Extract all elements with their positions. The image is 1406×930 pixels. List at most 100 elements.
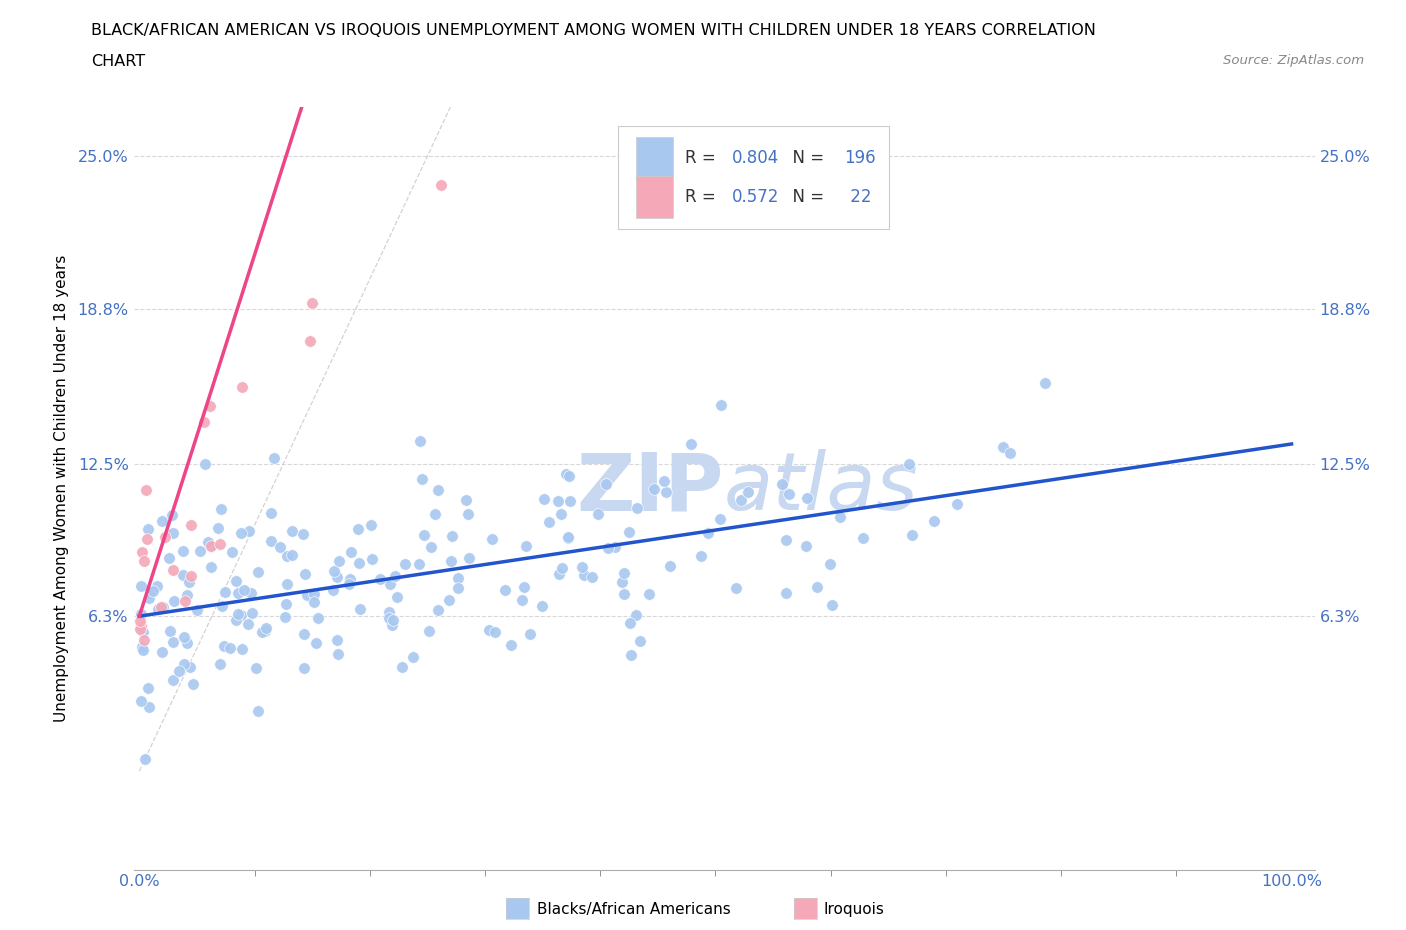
FancyBboxPatch shape <box>636 138 673 179</box>
Point <box>134 751 156 766</box>
Point <box>292 660 315 675</box>
Point <box>229 525 252 540</box>
Point <box>134 483 156 498</box>
Point <box>361 551 384 566</box>
Point <box>197 534 219 549</box>
Point <box>250 624 273 639</box>
Point <box>626 500 648 515</box>
Text: N =: N = <box>782 188 830 206</box>
Point <box>129 694 152 709</box>
Point <box>132 553 155 568</box>
Point <box>690 549 713 564</box>
Point <box>129 618 152 633</box>
Point <box>200 559 222 574</box>
Point <box>347 555 370 570</box>
Text: BLACK/AFRICAN AMERICAN VS IROQUOIS UNEMPLOYMENT AMONG WOMEN WITH CHILDREN UNDER : BLACK/AFRICAN AMERICAN VS IROQUOIS UNEMP… <box>91 23 1097 38</box>
Point <box>494 582 516 597</box>
Point <box>322 583 344 598</box>
Point <box>160 508 183 523</box>
Point <box>370 571 392 586</box>
Point <box>132 625 155 640</box>
Point <box>429 178 451 193</box>
Text: CHART: CHART <box>91 54 145 69</box>
Point <box>638 587 661 602</box>
Point <box>297 588 319 603</box>
Point <box>447 571 470 586</box>
Point <box>231 642 253 657</box>
Point <box>499 637 522 652</box>
Point <box>142 583 165 598</box>
Point <box>391 659 413 674</box>
Point <box>131 640 153 655</box>
Text: 0.804: 0.804 <box>733 149 779 167</box>
Point <box>276 597 298 612</box>
Point <box>339 571 361 586</box>
Point <box>458 551 481 565</box>
Point <box>294 626 316 641</box>
Point <box>360 517 382 532</box>
Point <box>146 578 169 593</box>
Point <box>152 600 174 615</box>
Point <box>852 531 875 546</box>
Point <box>198 398 221 413</box>
Point <box>581 569 603 584</box>
Point <box>260 505 283 520</box>
Point <box>131 643 153 658</box>
Point <box>231 379 253 394</box>
Point <box>1000 445 1022 460</box>
Point <box>681 436 703 451</box>
Point <box>659 559 682 574</box>
Point <box>620 648 643 663</box>
Text: R =: R = <box>685 188 721 206</box>
Point <box>167 664 190 679</box>
Point <box>900 528 922 543</box>
Point <box>796 538 818 553</box>
Point <box>179 659 201 674</box>
Point <box>208 657 231 671</box>
Point <box>305 635 328 650</box>
Point <box>456 492 478 507</box>
Point <box>322 564 344 578</box>
Point <box>325 570 347 585</box>
Point <box>198 538 221 553</box>
Point <box>806 579 828 594</box>
Point <box>225 574 247 589</box>
Point <box>547 494 569 509</box>
Point <box>193 414 215 429</box>
Point <box>209 501 232 516</box>
Point <box>710 397 733 412</box>
Point <box>211 599 233 614</box>
Point <box>533 491 555 506</box>
Point <box>613 586 636 601</box>
Point <box>555 467 578 482</box>
Point <box>172 543 194 558</box>
Point <box>991 440 1014 455</box>
Point <box>628 633 651 648</box>
Text: 0.572: 0.572 <box>733 188 780 206</box>
Point <box>481 532 503 547</box>
Point <box>557 531 579 546</box>
Point <box>818 557 841 572</box>
Point <box>588 507 610 522</box>
Point <box>276 577 298 591</box>
Point <box>612 575 634 590</box>
Point <box>162 673 184 688</box>
Point <box>571 559 593 574</box>
Text: 196: 196 <box>845 149 876 167</box>
Point <box>291 526 314 541</box>
Point <box>200 538 222 553</box>
Point <box>447 580 470 595</box>
Text: N =: N = <box>782 149 830 167</box>
Point <box>595 476 617 491</box>
Point <box>946 497 969 512</box>
Point <box>226 586 249 601</box>
Point <box>770 476 793 491</box>
Point <box>510 592 533 607</box>
Point <box>426 602 449 617</box>
Point <box>612 565 634 580</box>
Point <box>177 575 200 590</box>
Point <box>423 506 446 521</box>
Point <box>138 522 160 537</box>
Point <box>139 586 162 601</box>
Point <box>260 533 283 548</box>
